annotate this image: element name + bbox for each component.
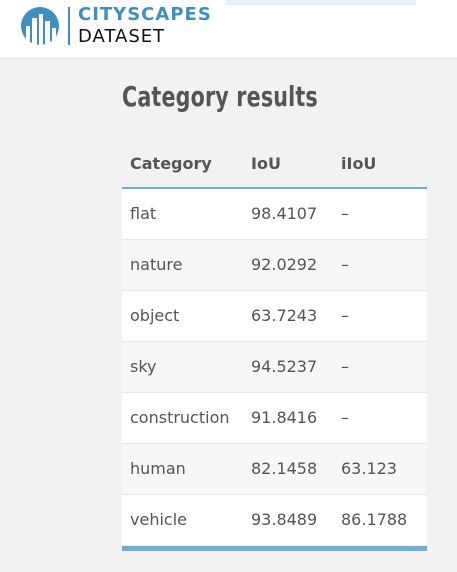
iiou-cell: 63.123: [333, 442, 427, 494]
category-cell: nature: [122, 238, 243, 290]
iiou-cell: 86.1788: [333, 493, 427, 545]
iou-cell: 91.8416: [243, 391, 333, 443]
iou-cell: 93.8489: [243, 493, 333, 545]
iiou-cell: –: [333, 340, 427, 392]
table-row: flat 98.4107 –: [122, 187, 427, 239]
iiou-cell: –: [333, 289, 427, 341]
iiou-cell: –: [333, 187, 427, 239]
site-logo[interactable]: CITYSCAPES DATASET: [20, 6, 212, 46]
iiou-cell: –: [333, 391, 427, 443]
category-cell: sky: [122, 340, 243, 392]
iou-cell: 94.5237: [243, 340, 333, 392]
iou-cell: 63.7243: [243, 289, 333, 341]
category-results-table: Category IoU iIoU flat 98.4107 – nature …: [122, 139, 427, 545]
header-accent-bar: [226, 0, 416, 5]
column-header-category[interactable]: Category: [122, 139, 243, 189]
category-cell: vehicle: [122, 493, 243, 545]
logo-subtitle: DATASET: [78, 26, 166, 47]
table-row: sky 94.5237 –: [122, 340, 427, 392]
city-skyline-circle-icon: [21, 7, 59, 45]
category-cell: object: [122, 289, 243, 341]
iou-cell: 92.0292: [243, 238, 333, 290]
table-row: vehicle 93.8489 86.1788: [122, 493, 427, 545]
iiou-cell: –: [333, 238, 427, 290]
iou-cell: 82.1458: [243, 442, 333, 494]
page-title: Category results: [122, 80, 318, 113]
site-header: CITYSCAPES DATASET: [0, 0, 457, 59]
column-header-iiou[interactable]: iIoU: [333, 139, 427, 189]
column-header-iou[interactable]: IoU: [243, 139, 333, 189]
table-row: human 82.1458 63.123: [122, 442, 427, 494]
logo-text: CITYSCAPES DATASET: [78, 6, 212, 46]
category-cell: flat: [122, 187, 243, 239]
iou-cell: 98.4107: [243, 187, 333, 239]
table-row: nature 92.0292 –: [122, 238, 427, 290]
table-footer-bar: [122, 546, 427, 551]
table-row: construction 91.8416 –: [122, 391, 427, 443]
category-cell: human: [122, 442, 243, 494]
logo-divider: [68, 7, 70, 45]
table-header-row: Category IoU iIoU: [122, 139, 427, 189]
category-cell: construction: [122, 391, 243, 443]
logo-title: CITYSCAPES: [78, 4, 212, 25]
table-row: object 63.7243 –: [122, 289, 427, 341]
